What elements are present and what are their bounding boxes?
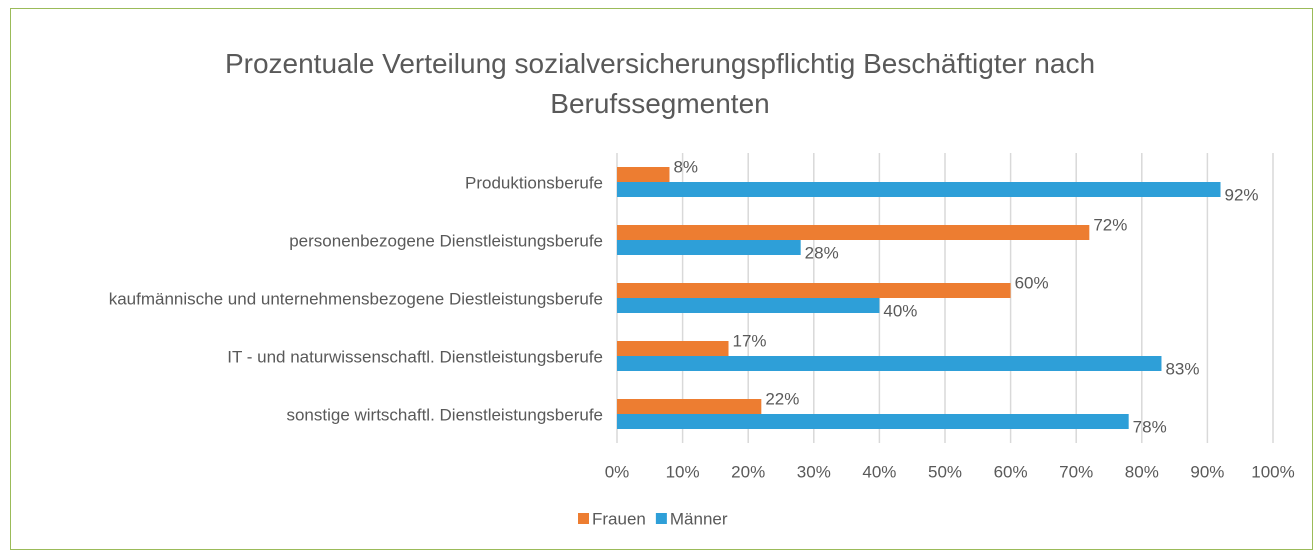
bar xyxy=(617,225,1090,240)
legend-swatch xyxy=(655,513,667,524)
bar xyxy=(617,298,880,313)
y-tick-label: sonstige wirtschaftl. Dienstleistungsber… xyxy=(286,405,603,424)
bar xyxy=(617,399,762,414)
x-tick-label: 90% xyxy=(1190,462,1224,481)
x-tick-label: 30% xyxy=(797,462,831,481)
chart-title: Prozentuale Verteilung sozialversicherun… xyxy=(224,48,1096,119)
legend-label: Frauen xyxy=(592,509,646,528)
data-label: 72% xyxy=(1093,215,1127,234)
chart-frame xyxy=(10,8,1313,550)
legend-label: Männer xyxy=(670,509,728,528)
y-tick-label: IT - und naturwissenschaftl. Dienstleist… xyxy=(227,347,603,366)
y-tick-label: Produktionsberufe xyxy=(465,173,603,192)
bar xyxy=(617,182,1221,197)
bar xyxy=(617,414,1129,429)
y-tick-label: personenbezogene Dienstleistungsberufe xyxy=(289,231,603,250)
y-tick-label: kaufmännische und unternehmensbezogene D… xyxy=(109,289,603,308)
x-tick-label: 40% xyxy=(862,462,896,481)
data-label: 60% xyxy=(1015,273,1049,292)
x-tick-label: 70% xyxy=(1059,462,1093,481)
data-label: 8% xyxy=(673,157,698,176)
bar xyxy=(617,167,670,182)
bar xyxy=(617,283,1011,298)
bar xyxy=(617,341,729,356)
data-label: 78% xyxy=(1133,417,1167,436)
legend-swatch xyxy=(578,513,589,524)
bar xyxy=(617,240,801,255)
data-label: 92% xyxy=(1225,185,1259,204)
data-label: 22% xyxy=(765,389,799,408)
x-tick-label: 20% xyxy=(731,462,765,481)
x-tick-label: 80% xyxy=(1125,462,1159,481)
bar xyxy=(617,356,1162,371)
x-tick-label: 0% xyxy=(605,462,630,481)
x-tick-label: 50% xyxy=(928,462,962,481)
data-label: 28% xyxy=(805,243,839,262)
data-label: 83% xyxy=(1165,359,1199,378)
x-tick-label: 100% xyxy=(1251,462,1294,481)
data-label: 40% xyxy=(883,301,917,320)
x-tick-label: 10% xyxy=(666,462,700,481)
data-label: 17% xyxy=(733,331,767,350)
x-tick-label: 60% xyxy=(994,462,1028,481)
